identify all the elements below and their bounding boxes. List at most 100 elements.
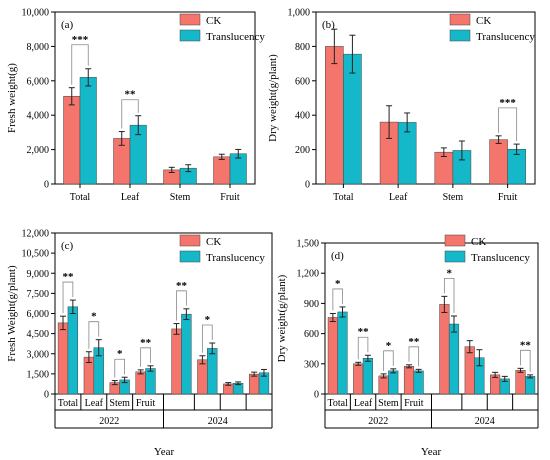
y-axis-title: Dry weight(g/plant) [267,54,279,142]
bar-translucency [343,53,362,185]
bar-ck [57,322,69,395]
panel-label: (a) [61,19,74,31]
legend: CK Translucency [179,13,265,43]
significance-marker: *** [499,97,516,109]
significance-marker: * [117,348,123,360]
significance-bracket [201,324,213,353]
chart-panel-3: 0 1,500 3,000 4,500 6,000 7,500 9,000 10,500 12,… [6,229,273,458]
group-label: 2024 [208,416,228,427]
x-tick-label: Stem [170,192,191,203]
significance-bracket [408,346,420,367]
significance-marker: ** [125,89,137,101]
legend: CK Translucency [444,234,530,264]
y-tick-label: 7,500 [27,289,50,300]
significance-marker: ** [140,337,152,349]
chart-panel-4: 0 300 600 900 1,200 1,500 Dry weight(g/plant) (… [276,234,539,458]
y-axis-title: Dry weight(g/plant) [276,274,288,362]
legend-swatch-translucency [449,29,471,42]
significance-bracket [176,290,187,321]
y-tick-label: 1,200 [297,269,320,280]
y-tick-label: 600 [304,329,319,340]
significance-bracket [383,350,394,371]
group-label: 2022 [99,416,119,427]
y-tick-label: 1,500 [27,369,50,380]
significance-marker: ** [408,336,420,348]
y-tick-label: 1,000 [288,8,311,19]
y-tick-label: 4,500 [27,329,50,340]
bar-translucency [145,368,156,395]
y-tick-label: 1,500 [297,239,320,250]
significance-bracket [62,281,74,314]
significance-marker: ** [176,280,188,292]
legend-label-ck: CK [206,15,221,27]
significance-bracket [357,336,369,360]
bar-ck [353,363,364,395]
legend-label-ck: CK [476,15,491,27]
significance-bracket [498,107,518,142]
x-tick-label: Leaf [389,192,408,203]
bar-translucency [525,376,536,395]
bar-ck [439,304,450,395]
significance-marker: * [446,267,452,279]
bar-ck [403,366,415,395]
y-tick-label: 6,000 [27,76,50,87]
y-tick-label: 9,000 [27,269,50,280]
legend-swatch-ck [179,234,201,247]
x-tick-label: Fruit [498,192,518,203]
y-tick-label: 12,000 [22,229,50,240]
y-tick-label: 10,500 [22,249,50,260]
bar-ck [63,96,81,185]
significance-marker: * [91,311,97,323]
significance-bracket [121,99,139,129]
significance-marker: ** [520,339,532,351]
bar-ck [464,346,475,395]
bar-translucency [181,313,192,395]
x-axis-title: Year [154,446,175,458]
legend-swatch-translucency [179,29,201,42]
bar-ck [135,371,146,395]
panel-label: (c) [61,240,74,252]
x-tick-label: Stem [109,398,130,409]
y-tick-label: 0 [305,180,310,191]
y-tick-label: 2,000 [27,145,50,156]
bar-ck [489,139,508,185]
bar-translucency [207,348,218,395]
legend: CK Translucency [449,13,535,43]
y-tick-label: 3,000 [27,349,50,360]
legend-label-translucency: Translucency [471,252,530,264]
significance-bracket [71,44,89,85]
y-tick-label: 10,000 [22,8,50,19]
panel-label: (d) [331,250,344,262]
legend-label-translucency: Translucency [206,252,265,264]
y-tick-label: 0 [44,390,49,401]
bar-translucency [448,323,460,395]
x-tick-label: Total [70,192,91,203]
x-tick-label: Total [58,398,79,409]
legend-label-translucency: Translucency [476,31,535,43]
significance-marker: * [335,278,341,290]
significance-bracket [140,347,151,367]
significance-bracket [332,288,343,311]
x-tick-label: Stem [443,192,464,203]
y-tick-label: 400 [295,111,310,122]
legend-swatch-ck [449,13,471,26]
plot-frame [54,11,256,185]
bar-ck [378,375,389,395]
bar-ck [327,317,338,395]
significance-bracket [443,277,455,313]
y-tick-label: 8,000 [27,42,50,53]
significance-marker: * [205,314,211,326]
x-tick-label: Leaf [85,398,104,409]
significance-bracket [520,349,531,372]
y-tick-label: 6,000 [27,309,50,320]
y-tick-label: 800 [295,42,310,53]
x-tick-label: Fruit [136,398,156,409]
bar-ck [515,370,526,395]
legend-label-translucency: Translucency [206,31,265,43]
x-tick-label: Total [327,398,348,409]
x-tick-label: Fruit [404,398,424,409]
y-tick-label: 900 [304,299,319,310]
bar-ck [325,46,344,185]
legend-swatch-translucency [444,250,466,263]
